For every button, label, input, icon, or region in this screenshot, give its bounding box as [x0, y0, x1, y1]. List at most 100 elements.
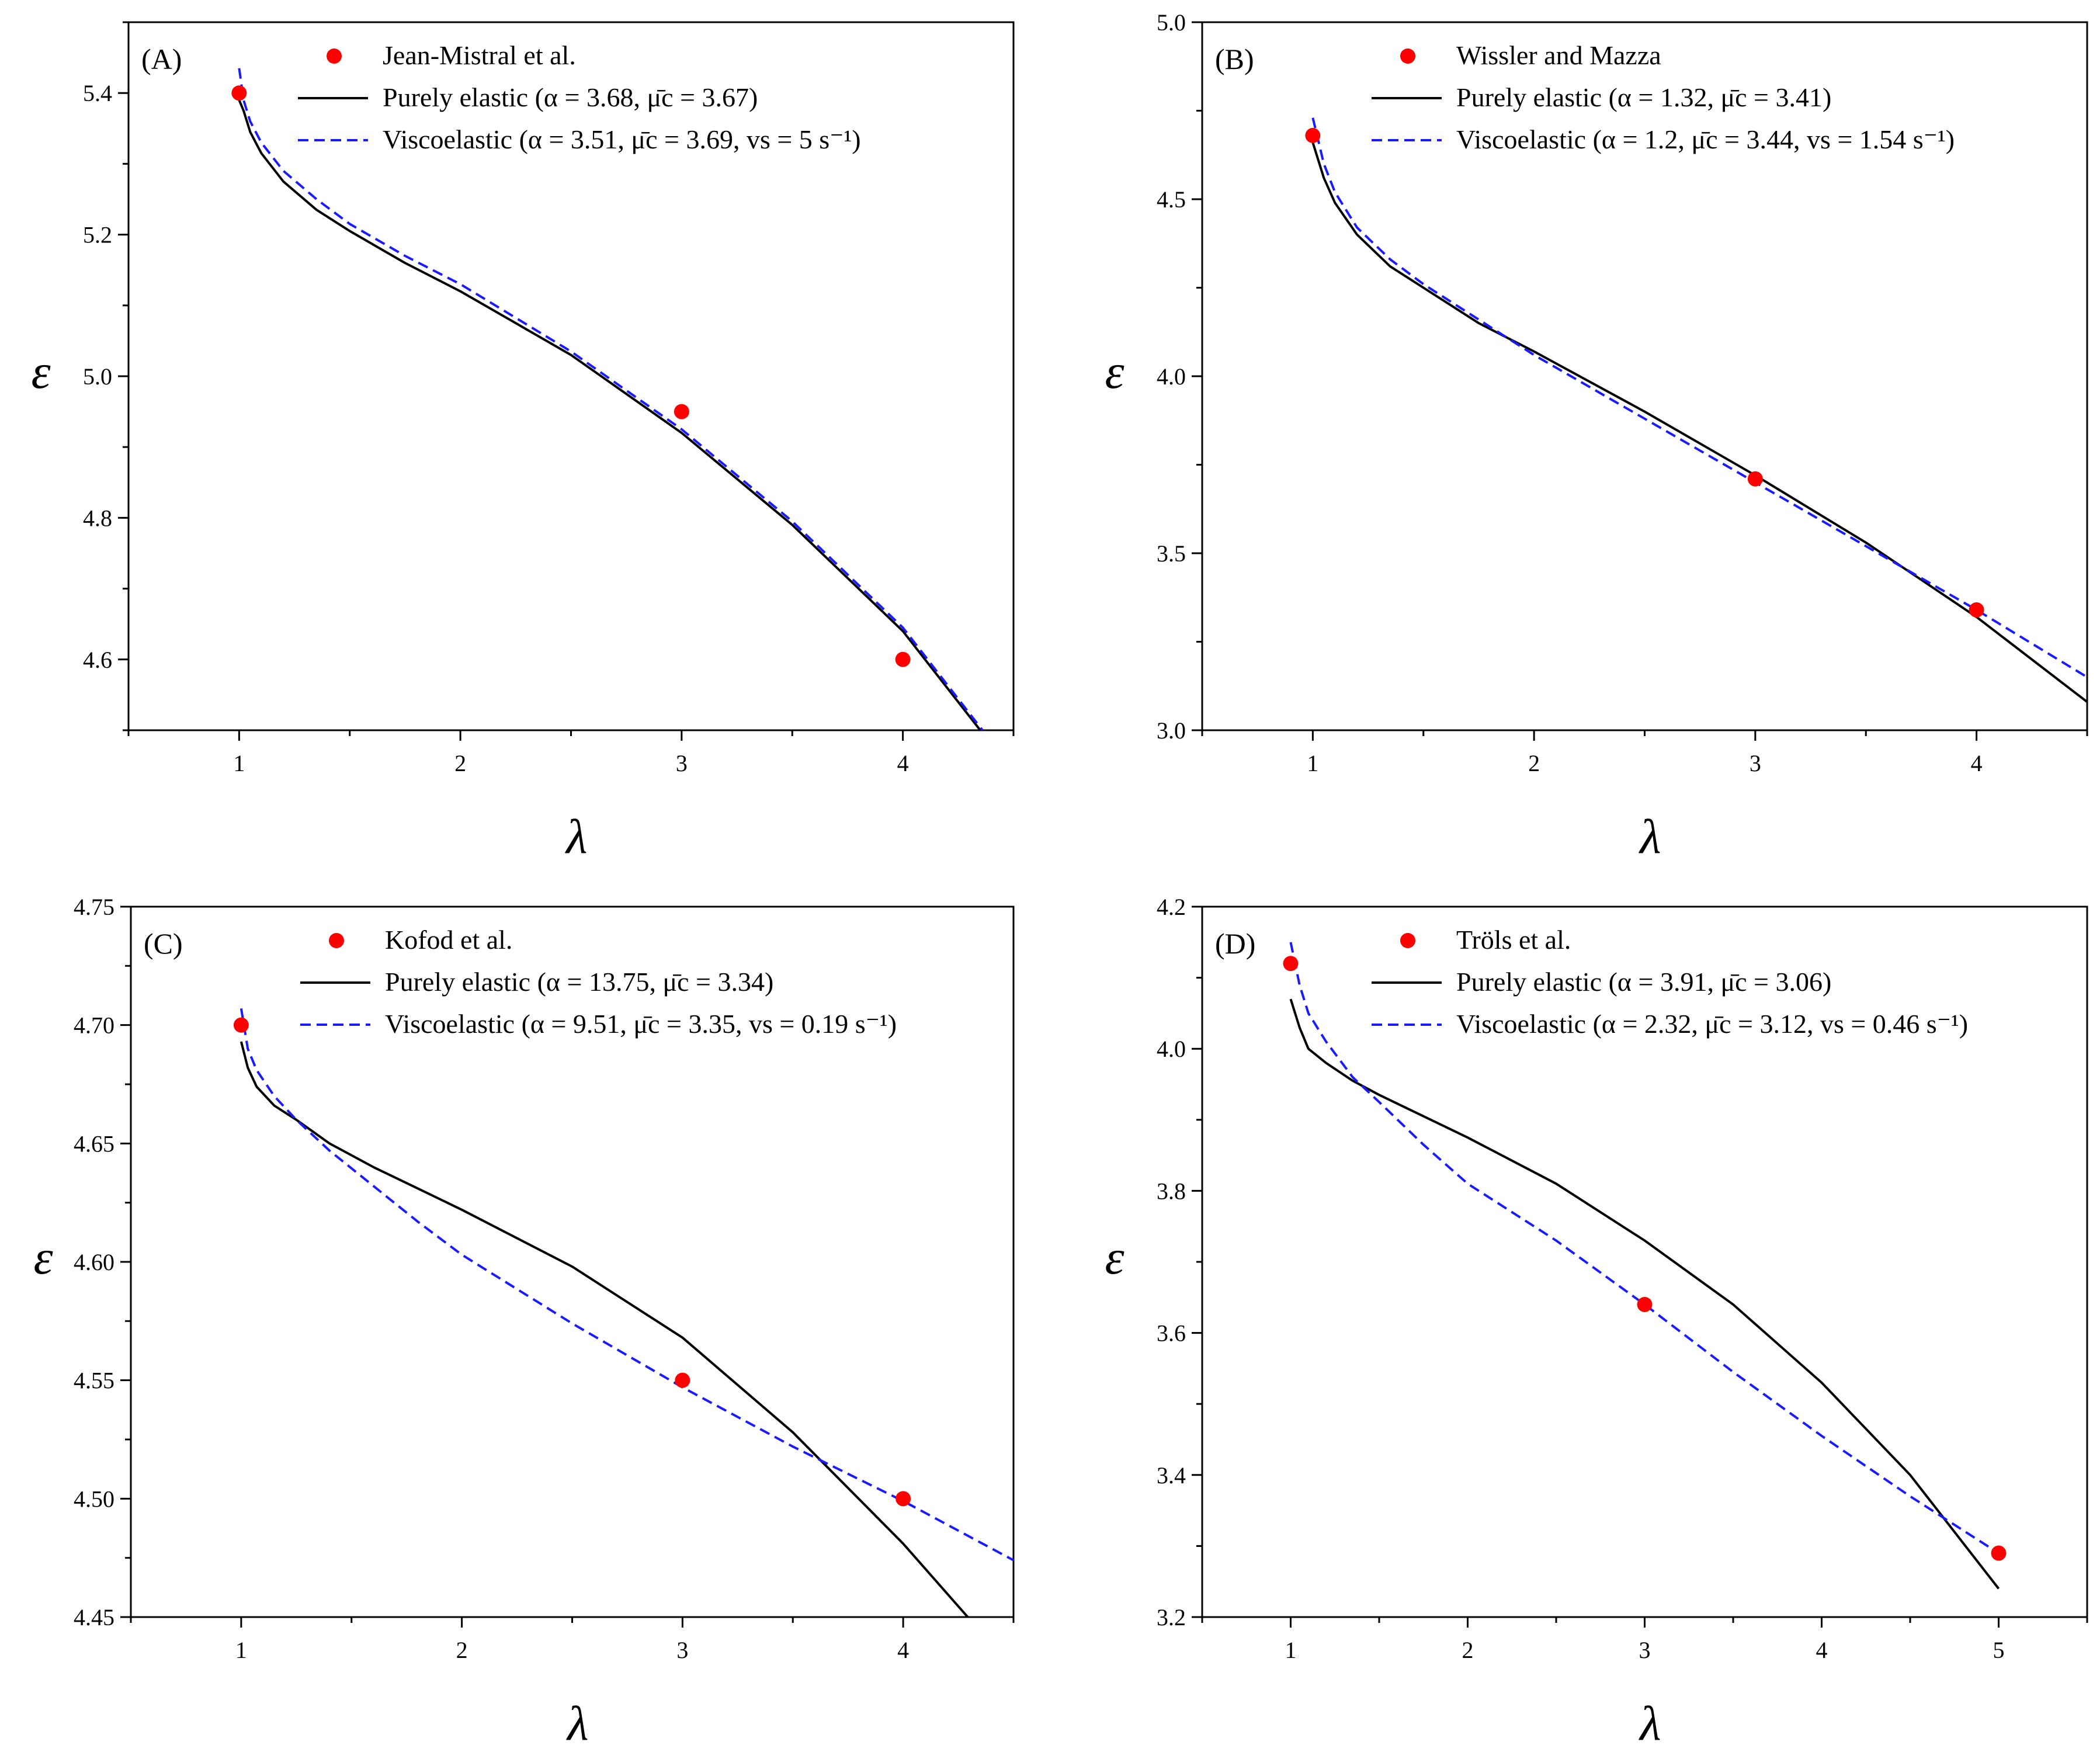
y-tick-label: 4.0: [1157, 1036, 1186, 1062]
y-tick-label: 4.65: [74, 1130, 114, 1157]
data-point: [1305, 127, 1321, 143]
chart-panel: 1 2 3 4 3.0 3.5 4.0 4.5 5.0 λ ε (B) Wissler and Mazz…: [1105, 9, 2088, 864]
y-tick-label: 3.0: [1157, 717, 1186, 744]
x-axis-label: λ: [565, 1697, 588, 1745]
elastic-line: [1289, 998, 2000, 1590]
x-tick-label: 1: [1307, 750, 1318, 776]
panel-label: (C): [144, 927, 183, 960]
y-tick-label: 4.75: [74, 894, 114, 920]
chart-panel: 1 2 3 4 4.6 4.8 5.0 5.2 5.4 λ ε (A) Jean-Mistral et …: [31, 21, 1015, 864]
x-tick-label: 4: [897, 1637, 909, 1663]
y-tick-label: 4.55: [74, 1368, 114, 1394]
legend-points-label: Kofod et al.: [385, 925, 512, 955]
legend-elastic-params: (α = 3.91, μ̄c = 3.06): [1609, 967, 1832, 997]
legend-elastic-label: Purely elastic (α = 3.91, μ̄c = 3.06): [1456, 967, 1831, 997]
x-tick-label: 5: [1993, 1637, 2005, 1663]
viscoelastic-line: [239, 1008, 1013, 1562]
elastic-line: [238, 99, 981, 730]
y-tick-label: 4.5: [1157, 186, 1186, 213]
x-tick-label: 4: [897, 750, 909, 776]
x-tick-label: 4: [1971, 750, 1983, 776]
legend-visco-params: (α = 2.32, μ̄c = 3.12, vs = 0.46 s⁻¹): [1593, 1009, 1969, 1039]
y-axis-label: ε: [33, 1230, 53, 1285]
legend-elastic-label: Purely elastic (α = 13.75, μ̄c = 3.34): [385, 967, 773, 997]
x-axis-label: λ: [564, 810, 587, 864]
panel-label: (B): [1215, 43, 1254, 75]
data-point: [1969, 602, 1984, 617]
y-tick-label: 5.4: [83, 80, 112, 106]
x-tick-label: 2: [454, 750, 466, 776]
y-tick-label: 4.0: [1157, 363, 1186, 390]
x-tick-label: 1: [1285, 1637, 1297, 1663]
legend-elastic-label: Purely elastic (α = 3.68, μ̄c = 3.67): [383, 82, 758, 112]
legend: Wissler and Mazza Purely elastic (α = 1.3…: [1372, 40, 1955, 154]
legend: Tröls et al. Purely elastic (α = 3.91, μ̄…: [1372, 925, 1968, 1039]
data-point: [231, 85, 247, 101]
y-tick-label: 3.2: [1157, 1604, 1186, 1630]
elastic-line: [239, 1041, 970, 1617]
y-tick-label: 3.8: [1157, 1178, 1186, 1204]
x-tick-label: 3: [1750, 750, 1761, 776]
legend-elastic-params: (α = 13.75, μ̄c = 3.34): [537, 967, 774, 997]
x-tick-label: 2: [456, 1637, 468, 1663]
legend-visco-label: Viscoelastic (α = 2.32, μ̄c = 3.12, vs =…: [1456, 1009, 1968, 1039]
viscoelastic-line: [1311, 117, 2087, 678]
panel-label: (A): [141, 43, 182, 75]
x-tick-label: 3: [676, 1637, 688, 1663]
x-tick-label: 3: [676, 750, 688, 776]
y-tick-label: 3.5: [1157, 540, 1186, 567]
y-axis-label: ε: [1105, 1230, 1124, 1285]
y-tick-label: 4.8: [83, 505, 112, 531]
legend-elastic-params: (α = 3.68, μ̄c = 3.67): [535, 82, 758, 112]
y-tick-label: 4.45: [74, 1604, 114, 1630]
x-tick-label: 2: [1462, 1637, 1474, 1663]
legend-point-marker: [1400, 48, 1415, 64]
chart-panel: 1 2 3 4 4.45 4.50 4.55 4.60 4.65 4.70 4.75 λ ε (C) Kof…: [33, 894, 1015, 1745]
panel-label: (D): [1215, 927, 1255, 960]
viscoelastic-line: [1289, 942, 2000, 1555]
x-tick-label: 1: [235, 1637, 247, 1663]
x-tick-label: 4: [1816, 1637, 1828, 1663]
legend-visco-params: (α = 3.51, μ̄c = 3.69, vs = 5 s⁻¹): [519, 124, 861, 154]
legend-point-marker: [329, 933, 344, 948]
legend-points-label: Jean-Mistral et al.: [383, 40, 576, 70]
legend-points-label: Wissler and Mazza: [1456, 40, 1661, 70]
x-tick-label: 1: [233, 750, 245, 776]
y-tick-label: 4.2: [1157, 894, 1186, 920]
y-tick-label: 4.6: [83, 647, 112, 673]
data-point: [895, 651, 911, 667]
chart-panel: 1 2 3 4 5 3.2 3.4 3.6 3.8 4.0 4.2 λ ε (D) Tröls et al.…: [1105, 894, 2088, 1745]
y-tick-label: 4.70: [74, 1012, 114, 1039]
x-tick-label: 2: [1528, 750, 1540, 776]
x-axis-label: λ: [1638, 810, 1661, 864]
y-tick-label: 4.50: [74, 1486, 114, 1512]
legend-visco-label: Viscoelastic (α = 3.51, μ̄c = 3.69, vs =…: [383, 124, 861, 154]
legend-visco-params: (α = 9.51, μ̄c = 3.35, vs = 0.19 s⁻¹): [522, 1009, 897, 1039]
legend-visco-params: (α = 1.2, μ̄c = 3.44, vs = 1.54 s⁻¹): [1593, 124, 1955, 154]
legend-points-label: Tröls et al.: [1456, 925, 1571, 955]
legend-point-marker: [1400, 933, 1415, 948]
elastic-line: [1311, 142, 2087, 703]
y-tick-label: 3.4: [1157, 1462, 1186, 1489]
legend-elastic-label: Purely elastic (α = 1.32, μ̄c = 3.41): [1456, 82, 1831, 112]
y-axis-label: ε: [1105, 345, 1124, 399]
y-axis-label: ε: [31, 345, 51, 399]
legend-visco-label: Viscoelastic (α = 1.2, μ̄c = 3.44, vs = …: [1456, 124, 1955, 154]
legend: Kofod et al. Purely elastic (α = 13.75, μ…: [300, 925, 897, 1039]
legend-point-marker: [327, 48, 342, 64]
x-tick-label: 3: [1639, 1637, 1651, 1663]
legend: Jean-Mistral et al. Purely elastic (α = 3…: [298, 40, 861, 154]
legend-visco-label: Viscoelastic (α = 9.51, μ̄c = 3.35, vs =…: [385, 1009, 897, 1039]
data-point: [1637, 1296, 1653, 1312]
data-point: [895, 1491, 911, 1507]
y-tick-label: 4.60: [74, 1249, 114, 1275]
legend-elastic-params: (α = 1.32, μ̄c = 3.41): [1609, 82, 1832, 112]
data-point: [1283, 956, 1299, 972]
data-point: [674, 404, 689, 419]
y-tick-label: 5.2: [83, 222, 112, 248]
y-tick-label: 5.0: [83, 363, 112, 390]
viscoelastic-line: [238, 68, 984, 730]
x-axis-label: λ: [1638, 1697, 1661, 1745]
data-point: [233, 1017, 249, 1033]
